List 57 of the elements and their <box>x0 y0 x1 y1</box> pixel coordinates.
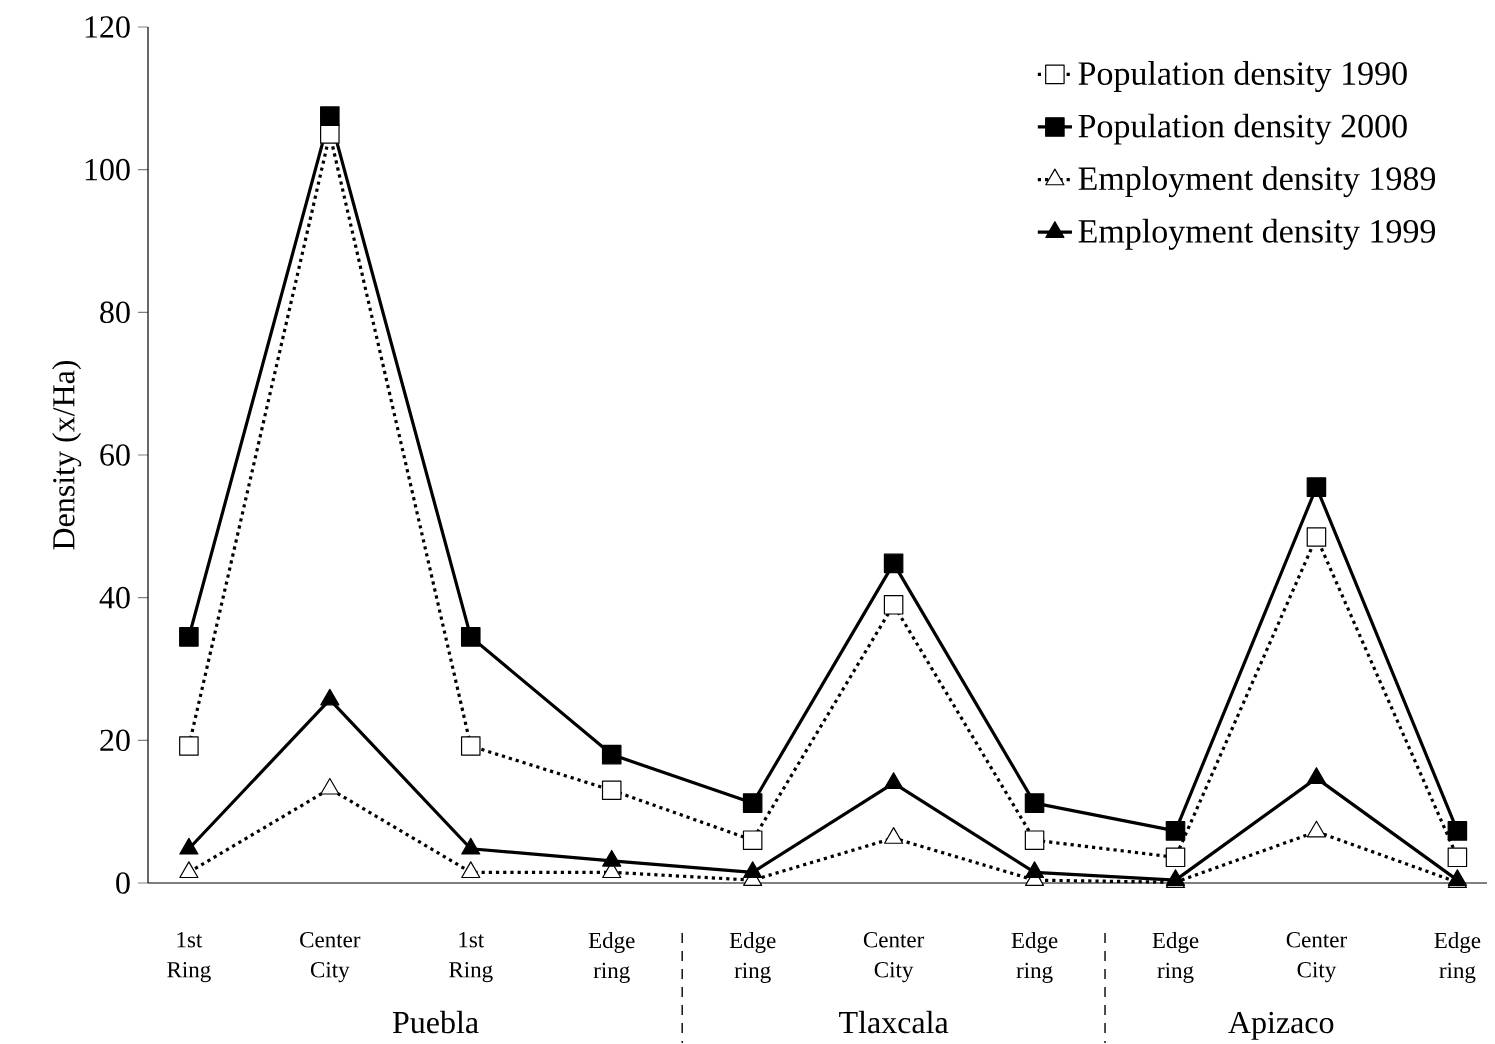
x-tick-label: Center City <box>300 932 361 983</box>
point <box>460 736 481 756</box>
point <box>179 627 199 647</box>
point <box>1165 847 1186 868</box>
x-tick-label: 1st Ring <box>167 932 211 983</box>
point <box>883 594 904 615</box>
x-tick-label: Edge ring <box>1011 932 1058 983</box>
x-tick-label: Edge ring <box>1152 932 1199 983</box>
point <box>742 830 763 850</box>
y-tick-label: 60 <box>100 444 130 466</box>
point <box>601 780 622 801</box>
legend-label: Population density 2000 <box>1078 113 1407 145</box>
y-tick-label: 100 <box>85 158 130 181</box>
point <box>884 772 904 789</box>
point <box>320 777 340 795</box>
legend-label: Population density 1990 <box>1078 61 1407 92</box>
x-tick-label: Edge ring <box>588 932 635 983</box>
point <box>1165 821 1186 841</box>
y-tick-label: 120 <box>85 16 130 38</box>
text: Apizaco <box>1228 1011 1334 1040</box>
text: Tlaxcala <box>839 1010 949 1034</box>
point <box>179 861 199 879</box>
y-axis-title: Density (x/Ha) <box>52 360 82 550</box>
point <box>1306 767 1327 784</box>
y-tick-label: 20 <box>100 729 130 752</box>
point <box>602 849 622 867</box>
legend-label: Employment density 1989 <box>1078 166 1436 198</box>
point <box>179 837 199 855</box>
point <box>460 627 481 647</box>
point <box>461 861 481 879</box>
point <box>883 553 904 574</box>
x-tick-label: Edge ring <box>1434 932 1481 983</box>
x-tick-label: Edge ring <box>729 932 776 983</box>
point <box>1024 861 1045 879</box>
point <box>1024 793 1045 813</box>
point <box>1447 821 1468 841</box>
point <box>1306 820 1327 838</box>
point <box>601 744 622 765</box>
point <box>742 793 763 813</box>
y-tick-label: 40 <box>99 586 130 609</box>
point <box>320 124 340 144</box>
x-tick-label: Center City <box>863 932 925 983</box>
point <box>1306 477 1327 497</box>
y-tick-label: 0 <box>116 872 130 894</box>
x-tick-label: Center City <box>1286 932 1347 983</box>
text: Puebla <box>392 1010 479 1034</box>
point <box>179 736 199 756</box>
point <box>743 861 763 879</box>
x-tick-label: 1st Ring <box>449 932 493 983</box>
point <box>1306 527 1327 547</box>
point <box>461 837 481 855</box>
y-tick-label: 80 <box>100 301 130 324</box>
point <box>320 106 340 126</box>
point <box>1024 830 1045 850</box>
point <box>320 688 340 706</box>
legend-label: Employment density 1999 <box>1078 218 1436 250</box>
point <box>884 827 904 844</box>
